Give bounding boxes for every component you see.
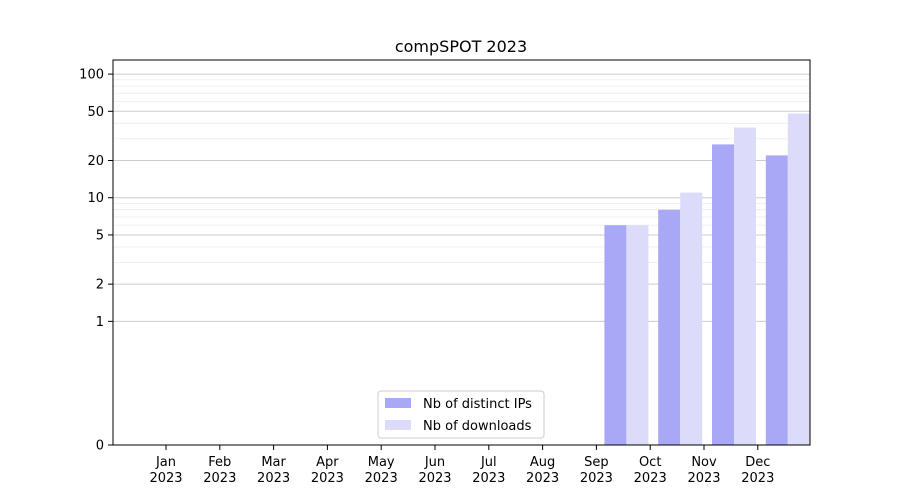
y-tick-label: 2 [96, 278, 104, 293]
x-tick-label-year: 2023 [311, 471, 344, 486]
x-tick-label-month: Aug [530, 455, 555, 470]
y-tick-label: 10 [87, 191, 104, 206]
y-tick-label: 100 [79, 68, 104, 83]
bar-distinct-ips-sep [604, 225, 627, 445]
x-tick-label-month: Mar [261, 455, 286, 470]
x-tick-label-year: 2023 [257, 471, 290, 486]
bar-downloads-nov [734, 127, 756, 445]
legend-label-distinct-ips: Nb of distinct IPs [423, 397, 532, 412]
x-tick-label-year: 2023 [418, 471, 451, 486]
x-tick-label-year: 2023 [149, 471, 182, 486]
x-tick-label-month: Jun [424, 455, 445, 470]
y-tick-label: 5 [96, 228, 104, 243]
x-axis: Jan2023Feb2023Mar2023Apr2023May2023Jun20… [149, 445, 774, 486]
x-tick-label-year: 2023 [580, 471, 613, 486]
x-tick-label-year: 2023 [526, 471, 559, 486]
grid-lines [113, 73, 810, 322]
x-tick-label-month: Jan [155, 455, 176, 470]
bars [604, 113, 810, 445]
legend-swatch-distinct-ips [385, 398, 411, 408]
y-axis: 0 1 2 5 10 20 50 100 [79, 68, 113, 454]
legend-box [377, 390, 545, 439]
y-tick-label: 1 [96, 315, 104, 330]
plot-frame [112, 59, 811, 446]
legend-label-downloads: Nb of downloads [423, 419, 532, 434]
x-tick-label-month: Sep [584, 455, 609, 470]
legend: Nb of distinct IPs Nb of downloads [377, 390, 545, 439]
y-tick-label: 20 [87, 154, 104, 169]
x-tick-label-month: Nov [691, 455, 717, 470]
x-tick-label-month: Jul [480, 455, 497, 470]
x-tick-label-year: 2023 [741, 471, 774, 486]
x-tick-label-year: 2023 [203, 471, 236, 486]
y-tick-label: 50 [87, 105, 104, 120]
chart-title: compSPOT 2023 [395, 37, 527, 56]
y-tick-label: 0 [96, 439, 104, 454]
legend-swatch-downloads [385, 420, 411, 430]
bar-downloads-oct [680, 192, 703, 445]
x-tick-label-year: 2023 [472, 471, 505, 486]
bar-downloads-sep [626, 225, 649, 445]
bar-distinct-ips-nov [712, 144, 734, 445]
x-tick-label-year: 2023 [365, 471, 398, 486]
bar-distinct-ips-dec [765, 155, 788, 445]
x-tick-label-year: 2023 [634, 471, 667, 486]
x-tick-label-month: Oct [639, 455, 661, 470]
x-tick-label-month: Feb [208, 455, 231, 470]
x-tick-label-month: Apr [316, 455, 339, 470]
x-tick-label-month: May [368, 455, 395, 470]
bar-distinct-ips-oct [658, 209, 681, 445]
x-tick-label-month: Dec [745, 455, 770, 470]
x-tick-label-year: 2023 [687, 471, 720, 486]
bar-downloads-dec [787, 113, 810, 445]
